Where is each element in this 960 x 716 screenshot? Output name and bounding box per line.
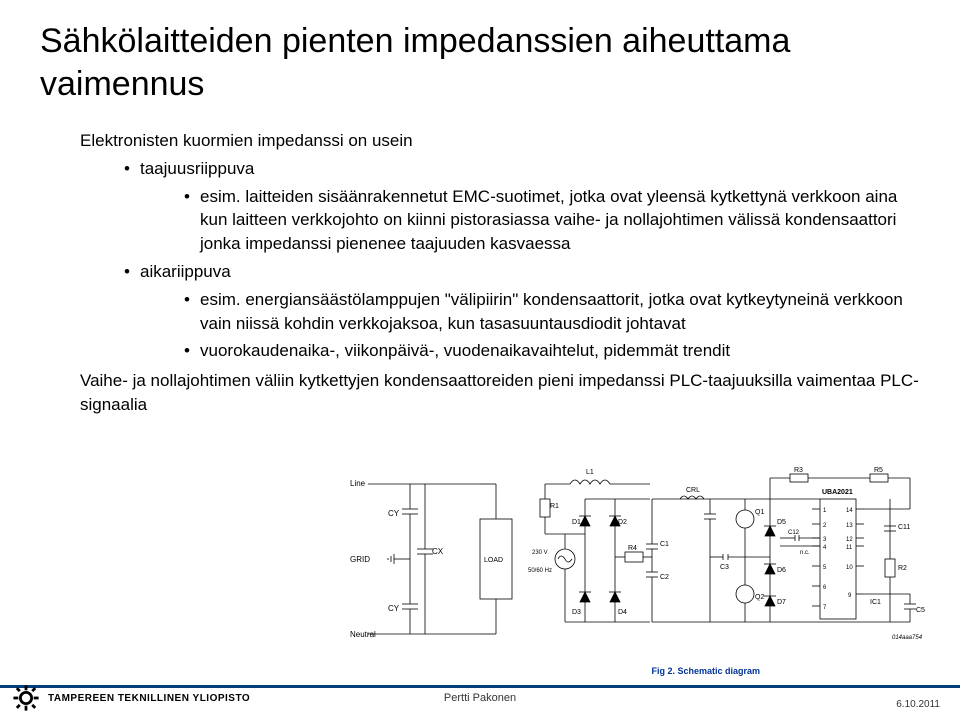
lbl-d4: D4 <box>618 609 627 616</box>
lbl-cy2: CY <box>388 604 400 613</box>
schematic-diagram: Line GRID Neutral CY CX CY LOAD L1 R1 D1… <box>350 464 940 664</box>
bullet-freq: taajuusriippuva <box>140 157 920 181</box>
lbl-c12: C12 <box>788 530 800 536</box>
lbl-q1: Q1 <box>755 509 764 516</box>
lbl-c3: C3 <box>720 564 729 571</box>
university-name: TAMPEREEN TEKNILLINEN YLIOPISTO <box>48 693 250 704</box>
lbl-l1: L1 <box>586 469 594 476</box>
lbl-load: LOAD <box>484 557 503 564</box>
footer-author: Pertti Pakonen <box>444 692 516 704</box>
lbl-cx: CX <box>432 547 444 556</box>
lbl-p14: 14 <box>846 508 853 514</box>
lbl-r4: R4 <box>628 545 637 552</box>
lbl-hz: 50/60 Hz <box>528 568 552 574</box>
lbl-d7: D7 <box>777 599 786 606</box>
lbl-r1: R1 <box>550 503 559 510</box>
lbl-r2: R2 <box>898 565 907 572</box>
lbl-p10: 10 <box>846 565 853 571</box>
lbl-c2: C2 <box>660 574 669 581</box>
lbl-id: 014aaa754 <box>892 635 923 641</box>
lbl-p12: 12 <box>846 537 853 543</box>
lbl-c5: C5 <box>916 607 925 614</box>
lbl-r5: R5 <box>874 467 883 474</box>
bullet-summary: Vaihe- ja nollajohtimen väliin kytkettyj… <box>80 369 920 417</box>
schematic-caption: Fig 2. Schematic diagram <box>350 666 940 676</box>
lbl-chip: UBA2021 <box>822 489 853 496</box>
lbl-d1: D1 <box>572 519 581 526</box>
lbl-nc: n.c. <box>800 550 810 556</box>
lbl-r3: R3 <box>794 467 803 474</box>
bullet-time-a: esim. energiansäästölamppujen "välipiiri… <box>200 288 920 336</box>
bullet-intro: Elektronisten kuormien impedanssi on use… <box>80 129 920 153</box>
lbl-d3: D3 <box>572 609 581 616</box>
lbl-d2: D2 <box>618 519 627 526</box>
footer-logo: TAMPEREEN TEKNILLINEN YLIOPISTO <box>12 684 250 712</box>
lbl-cy1: CY <box>388 509 400 518</box>
lbl-p11: 11 <box>846 545 853 551</box>
lbl-d6: D6 <box>777 567 786 574</box>
lbl-d5: D5 <box>777 519 786 526</box>
slide-content: Elektronisten kuormien impedanssi on use… <box>40 129 920 417</box>
lbl-q2: Q2 <box>755 594 764 601</box>
slide-title: Sähkölaitteiden pienten impedanssien aih… <box>40 20 920 105</box>
lbl-230v: 230 V <box>532 550 548 556</box>
lbl-ic1: IC1 <box>870 599 881 606</box>
bullet-freq-detail: esim. laitteiden sisäänrakennetut EMC-su… <box>200 185 920 256</box>
lbl-grid: GRID <box>350 555 370 564</box>
bullet-time: aikariippuva <box>140 260 920 284</box>
lbl-p13: 13 <box>846 523 853 529</box>
footer-date: 6.10.2011 <box>896 699 940 710</box>
bullet-time-b: vuorokaudenaika-, viikonpäivä-, vuodenai… <box>200 339 920 363</box>
lbl-crl: CRL <box>686 487 700 494</box>
lbl-c1: C1 <box>660 541 669 548</box>
gear-icon <box>12 684 40 712</box>
lbl-c11: C11 <box>898 524 910 531</box>
lbl-line: Line <box>350 479 366 488</box>
lbl-neutral: Neutral <box>350 630 376 639</box>
